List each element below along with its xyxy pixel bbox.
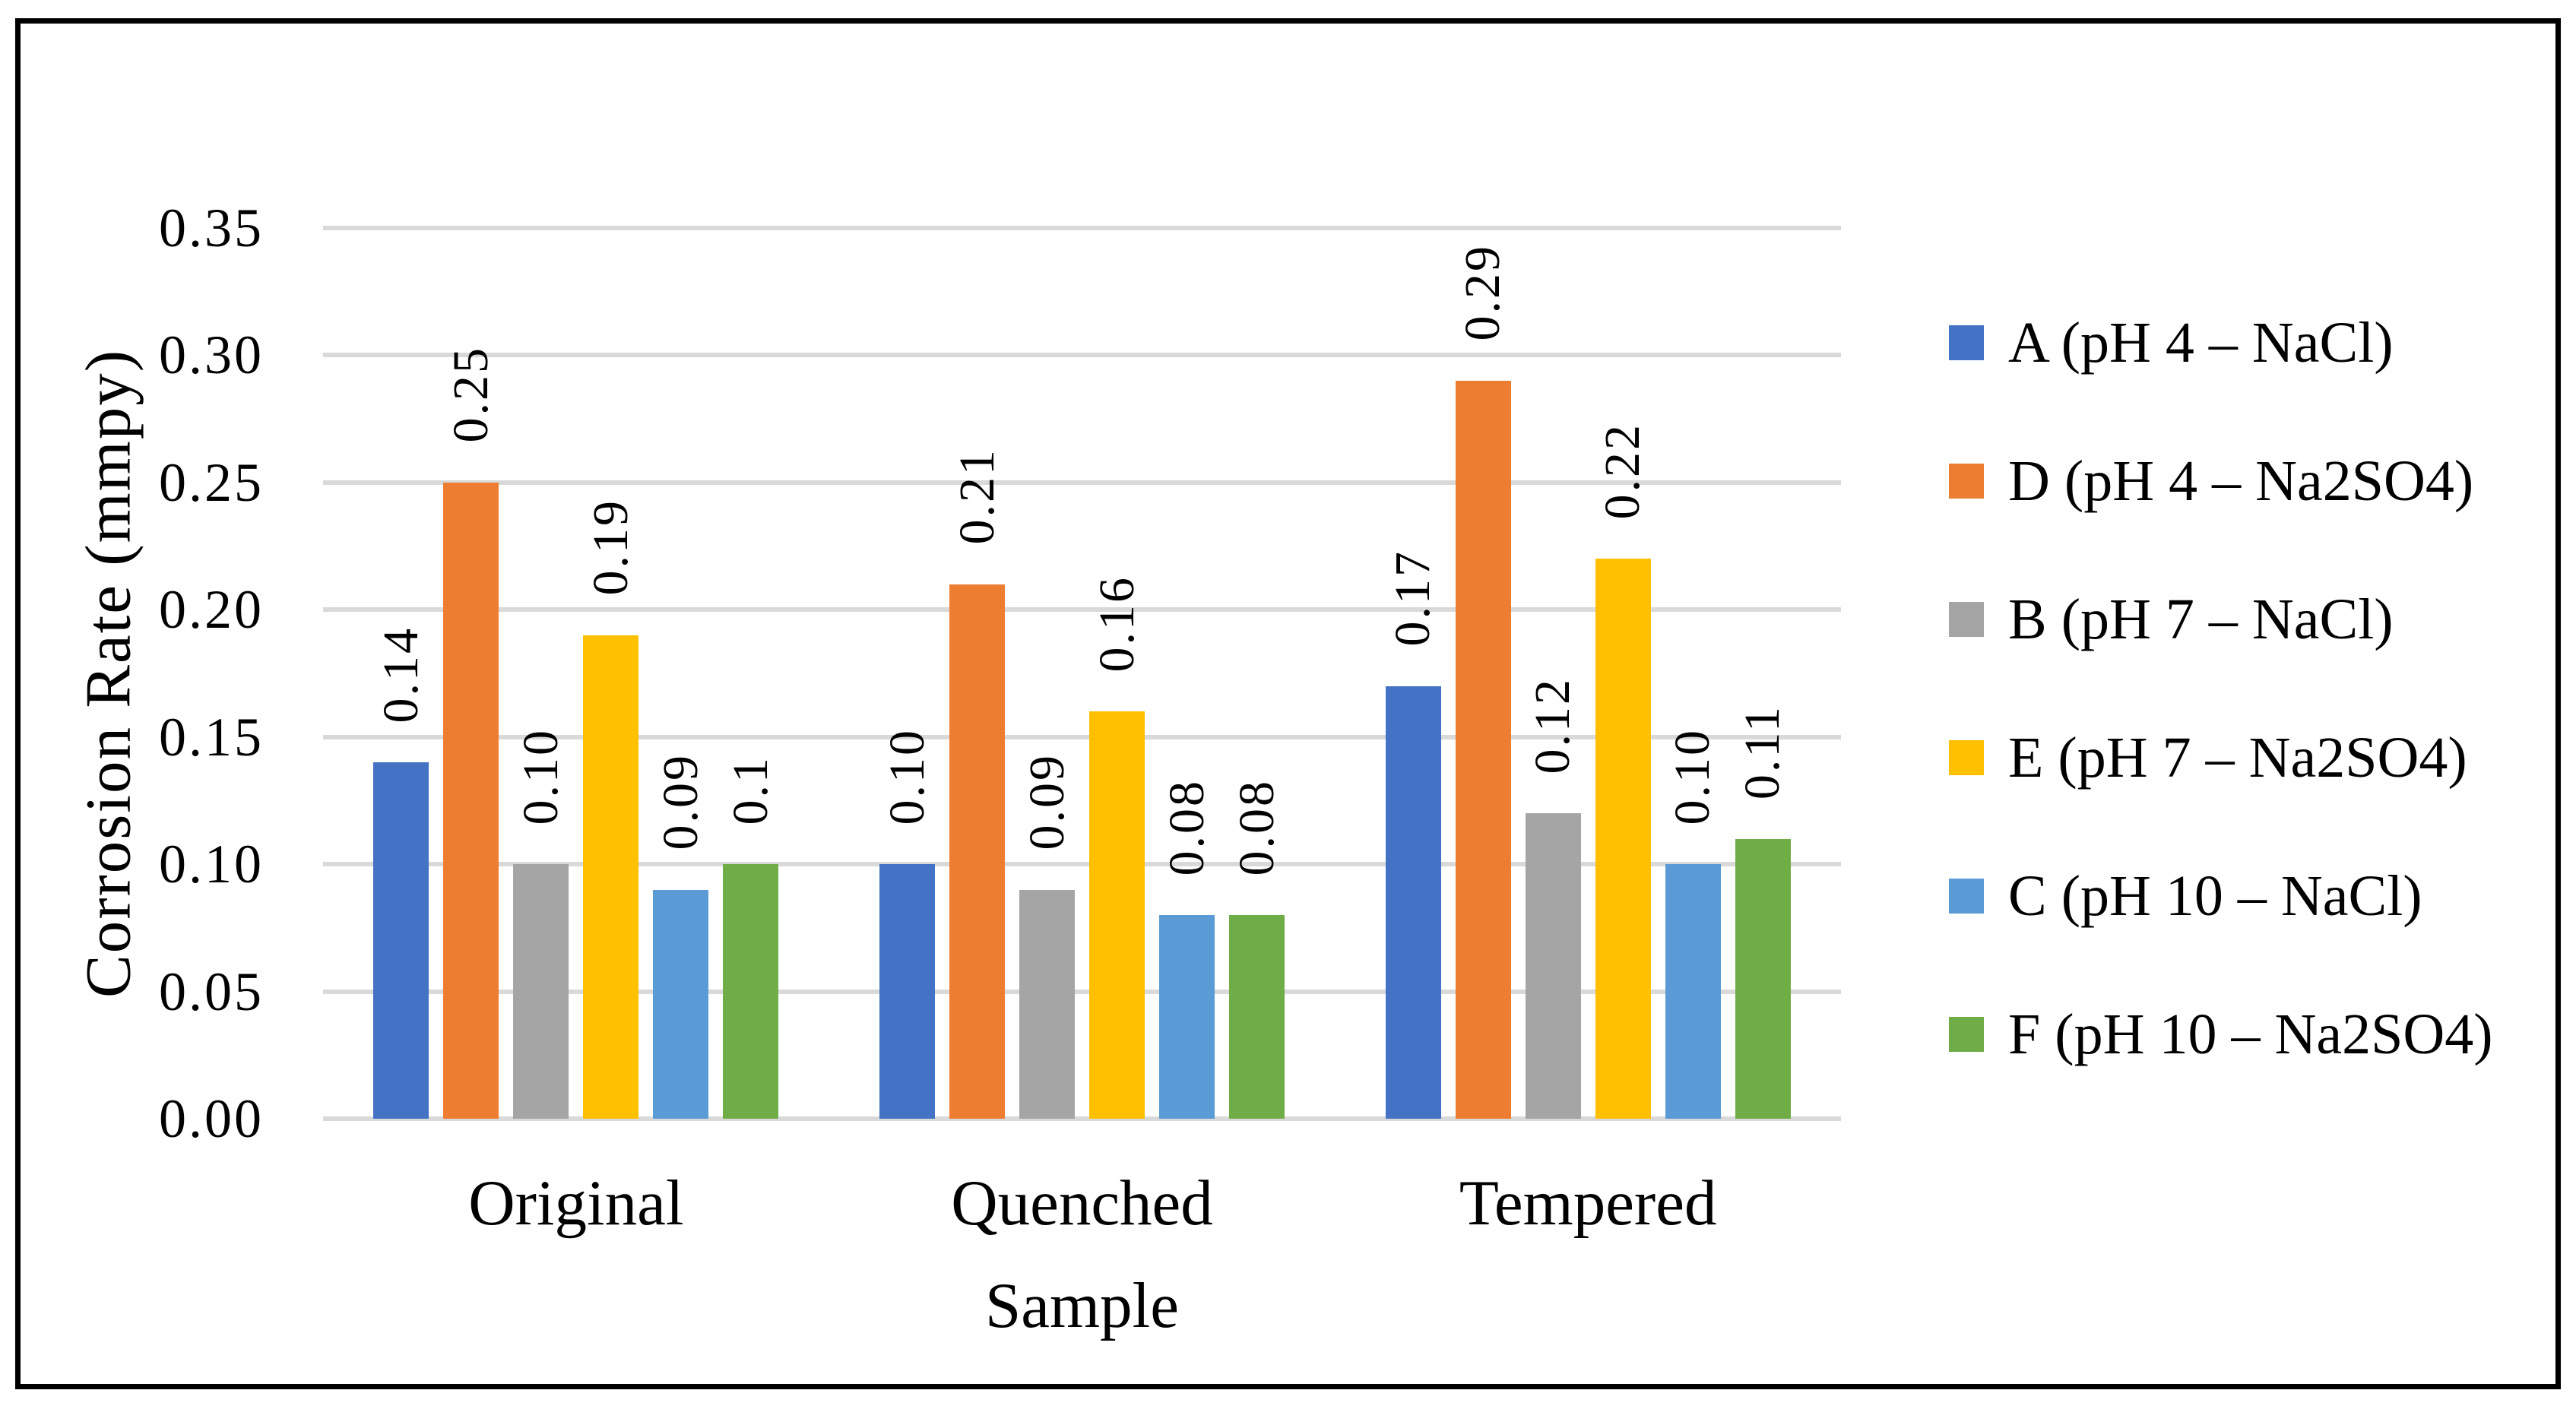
bar-value-label: 0.09 xyxy=(652,753,708,850)
y-tick-label: 0.20 xyxy=(159,579,264,641)
category-label: Quenched xyxy=(951,1167,1213,1239)
bar-value-label: 0.08 xyxy=(1228,778,1285,876)
bar xyxy=(513,864,569,1119)
bar xyxy=(1455,380,1511,1119)
category-label: Original xyxy=(468,1167,684,1239)
y-tick-label: 0.25 xyxy=(159,451,264,513)
y-tick-label: 0.05 xyxy=(159,961,264,1022)
bar-value-label: 0.09 xyxy=(1019,753,1075,850)
bar-value-label: 0.17 xyxy=(1385,549,1441,647)
bar xyxy=(583,635,639,1119)
bar xyxy=(443,482,499,1119)
gridline xyxy=(323,353,1841,358)
bar-value-label: 0.08 xyxy=(1158,778,1215,876)
y-tick-label: 0.15 xyxy=(159,706,264,768)
legend-color-swatch xyxy=(1949,602,1984,637)
plot-area: 0.14 0.25 0.10 0.19 0.09 0.1 0.10 0.21 0.09 0.16 0… xyxy=(323,226,1841,1121)
category-label: Tempered xyxy=(1459,1167,1717,1239)
gridline xyxy=(323,607,1841,613)
gridline xyxy=(323,989,1841,994)
bar xyxy=(1665,864,1721,1119)
bar-value-label: 0.14 xyxy=(372,625,429,724)
y-tick-label: 0.35 xyxy=(159,198,264,258)
bar-value-label: 0.21 xyxy=(949,448,1005,545)
legend-item: A (pH 4 – NaCl) xyxy=(1949,312,2394,373)
bar-value-label: 0.16 xyxy=(1088,575,1145,673)
bar-value-label: 0.22 xyxy=(1595,422,1651,520)
gridline xyxy=(323,862,1841,867)
bar-value-label: 0.19 xyxy=(582,499,638,596)
legend-item: C (pH 10 – NaCl) xyxy=(1949,866,2422,926)
bar xyxy=(1089,711,1145,1119)
bar xyxy=(1735,838,1791,1119)
x-axis-title: Sample xyxy=(985,1270,1179,1341)
legend-item: D (pH 4 – Na2SO4) xyxy=(1949,451,2473,511)
legend-item: B (pH 7 – NaCl) xyxy=(1949,589,2394,650)
bar xyxy=(1019,889,1075,1119)
gridline xyxy=(323,1116,1841,1121)
legend-label: B (pH 7 – NaCl) xyxy=(2008,587,2394,651)
legend-color-swatch xyxy=(1949,464,1984,499)
legend-label: F (pH 10 – Na2SO4) xyxy=(2008,1002,2493,1066)
bar xyxy=(879,864,935,1119)
y-tick-label: 0.30 xyxy=(159,325,264,386)
legend-item: E (pH 7 – Na2SO4) xyxy=(1949,727,2467,788)
bar-value-label: 0.10 xyxy=(512,727,569,825)
gridline xyxy=(323,734,1841,739)
bar xyxy=(373,762,429,1119)
bar xyxy=(949,584,1005,1119)
bar-value-label: 0.11 xyxy=(1735,704,1791,800)
legend-label: E (pH 7 – Na2SO4) xyxy=(2008,726,2467,790)
legend-color-swatch xyxy=(1949,325,1984,360)
bar-value-label: 0.29 xyxy=(1455,244,1511,341)
legend-item: F (pH 10 – Na2SO4) xyxy=(1949,1004,2493,1065)
legend-color-swatch xyxy=(1949,1017,1984,1052)
legend-label: D (pH 4 – Na2SO4) xyxy=(2008,449,2474,513)
bar xyxy=(1525,813,1581,1119)
y-tick-label: 0.00 xyxy=(159,1088,264,1149)
bar-value-label: 0.1 xyxy=(722,755,778,825)
bar xyxy=(1229,915,1285,1119)
y-tick-label: 0.10 xyxy=(159,834,264,895)
legend-color-swatch xyxy=(1949,879,1984,914)
bar-value-label: 0.10 xyxy=(879,727,935,825)
bar xyxy=(1385,686,1441,1119)
bar xyxy=(723,864,779,1119)
gridline xyxy=(323,480,1841,485)
legend-color-swatch xyxy=(1949,740,1984,775)
gridline xyxy=(323,226,1841,230)
bar-value-label: 0.10 xyxy=(1665,727,1721,825)
legend-label: A (pH 4 – NaCl) xyxy=(2008,311,2394,375)
bar xyxy=(1159,915,1215,1119)
bar-value-label: 0.25 xyxy=(442,346,499,443)
bar xyxy=(653,889,709,1119)
legend-label: C (pH 10 – NaCl) xyxy=(2008,864,2422,928)
bar-value-label: 0.12 xyxy=(1525,676,1581,774)
bar xyxy=(1595,559,1651,1119)
